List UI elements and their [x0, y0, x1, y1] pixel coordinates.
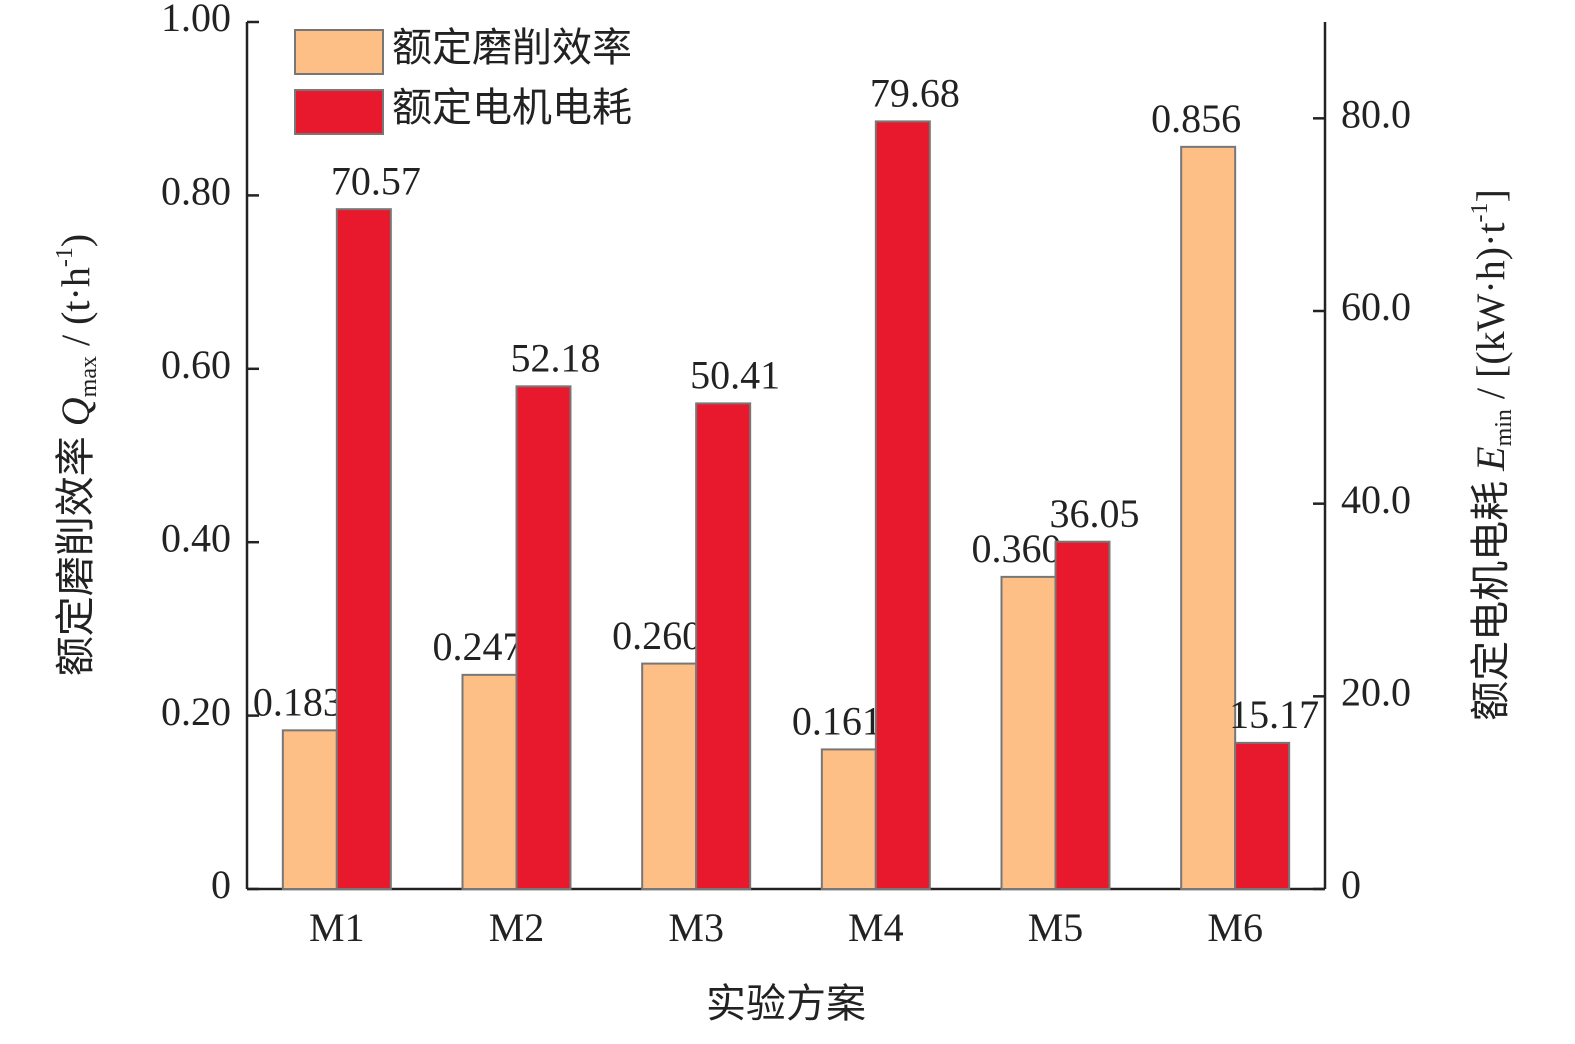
y2-tick-label: 60.0 — [1341, 284, 1411, 329]
y-axis-title-part: -1 — [52, 247, 78, 267]
bar — [281, 729, 338, 890]
y-axis-title: 额定磨削效率 Qmax / (t·h-1) — [52, 234, 102, 676]
x-tick-label: M1 — [309, 905, 365, 950]
bar — [1180, 145, 1237, 890]
y2-axis-title-part: -1 — [1467, 202, 1493, 222]
value-label: 52.18 — [511, 336, 601, 381]
value-label: 0.247 — [433, 624, 523, 669]
x-tick-label: M6 — [1207, 905, 1263, 950]
y2-tick-label: 0 — [1341, 862, 1361, 907]
bar — [461, 673, 518, 891]
legend-label: 额定电机电耗 — [392, 85, 632, 130]
value-label: 15.17 — [1229, 692, 1319, 737]
y-tick-label: 0 — [211, 862, 231, 907]
y2-tick-label: 80.0 — [1341, 92, 1411, 137]
y-tick-label: 0.60 — [161, 342, 231, 387]
value-label: 70.57 — [331, 158, 421, 203]
x-axis-title: 实验方案 — [706, 981, 866, 1026]
bar — [1234, 741, 1291, 890]
bar — [641, 662, 698, 891]
y-tick-label: 0.40 — [161, 515, 231, 560]
value-label: 36.05 — [1050, 491, 1140, 536]
bar — [1000, 575, 1057, 890]
y2-tick-label: 40.0 — [1341, 477, 1411, 522]
bar — [335, 208, 392, 890]
y-axis-title-part: ) — [53, 234, 98, 247]
bar — [820, 748, 877, 891]
value-label: 50.41 — [690, 353, 780, 398]
value-label: 0.183 — [253, 680, 343, 725]
y2-tick-label: 20.0 — [1341, 670, 1411, 715]
value-label: 0.856 — [1151, 96, 1241, 141]
legend-swatch — [294, 89, 384, 135]
y2-axis-title: 额定电机电耗 Emin / [(kW·h)·t-1] — [1467, 189, 1517, 721]
y2-axis-title-part: 额定电机电耗 — [1468, 471, 1513, 721]
value-label: 79.68 — [870, 71, 960, 116]
bar — [695, 402, 752, 890]
y-tick-label: 1.00 — [161, 0, 231, 40]
y-axis-title-part: / (t·h — [53, 267, 98, 356]
legend-label: 额定磨削效率 — [392, 25, 632, 70]
y-axis-title-part: max — [76, 356, 102, 397]
y-axis-title-part: 额定磨削效率 — [53, 426, 98, 676]
bar — [515, 385, 572, 890]
bar — [874, 120, 931, 890]
y2-axis-title-part: ] — [1468, 189, 1513, 202]
y-axis-title-part: Q — [53, 397, 98, 426]
value-label: 0.161 — [792, 699, 882, 744]
y2-axis-title-part: / [(kW·h)·t — [1468, 222, 1513, 409]
y2-axis-title-part: E — [1468, 446, 1513, 471]
x-tick-label: M5 — [1028, 905, 1084, 950]
x-tick-label: M4 — [848, 905, 904, 950]
x-tick-label: M3 — [668, 905, 724, 950]
y-tick-label: 0.80 — [161, 169, 231, 214]
legend-swatch — [294, 29, 384, 75]
y2-axis-title-part: min — [1491, 409, 1517, 446]
y-tick-label: 0.20 — [161, 689, 231, 734]
value-label: 0.260 — [612, 613, 702, 658]
x-tick-label: M2 — [489, 905, 545, 950]
value-label: 0.360 — [972, 526, 1062, 571]
bar — [1054, 540, 1111, 890]
